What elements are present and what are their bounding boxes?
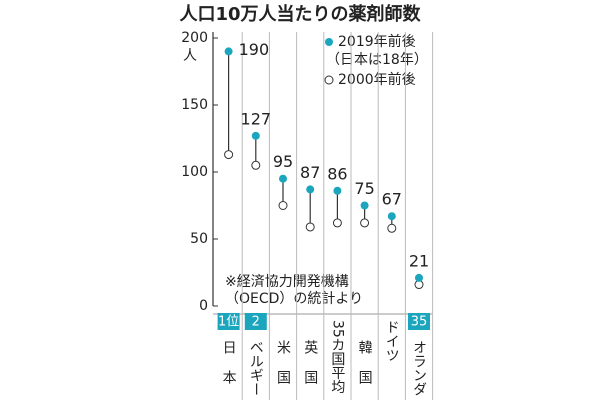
legend-note: （日本は18年） [326,52,428,68]
x-tick-label: 日本 [221,340,237,400]
x-tick-label: 米国 [275,340,291,400]
y-tick-label: 100 [181,164,208,180]
point-2000 [224,150,234,160]
data-label: 190 [239,40,270,59]
point-2000 [360,218,370,228]
y-unit: 人 [183,48,197,64]
y-tick-label: 0 [199,298,208,314]
point-2019 [251,131,260,140]
x-tick-label: ドイツ [384,320,400,362]
legend-label: 2019年前後 [338,33,416,50]
point-2019 [279,174,287,183]
legend-swatch [325,38,333,46]
legend-label: 2000年前後 [338,71,416,88]
data-label: 127 [241,109,272,128]
point-2000 [278,201,288,210]
rank-label: 35 [411,315,428,330]
point-2019 [333,186,342,195]
data-label: 87 [300,163,320,182]
point-2000 [387,223,397,233]
rank-label: 2 [252,315,260,330]
rank-badge [408,313,430,330]
note: ※経済協力開発機構 [225,274,349,290]
point-2000 [332,218,342,228]
point-2019 [360,201,369,210]
data-label: 67 [382,190,402,209]
point-2000 [251,160,261,170]
data-label: 75 [354,179,374,198]
rank-badge [244,313,267,330]
y-tick-label: 200 [181,30,208,46]
point-2000 [305,222,315,232]
point-2019 [224,47,233,56]
x-tick-label: 35カ国平均 [329,320,345,394]
data-label: 86 [327,164,347,183]
rank-label: 1位 [218,315,239,330]
chart-title: 人口10万人当たりの薬剤師数 [179,3,421,25]
x-tick-label: 韓国 [357,340,373,400]
x-tick-label: 英国 [302,339,318,400]
y-tick-label: 50 [190,231,208,247]
rank-badge [217,313,240,330]
data-label: 21 [409,251,429,270]
note: （OECD）の統計より [225,291,363,307]
x-tick-label: ベルギー [248,340,264,396]
point-2019 [306,185,315,194]
point-2019 [387,212,396,221]
legend-swatch [324,75,334,85]
y-tick-label: 150 [181,97,208,113]
point-2019 [415,273,423,282]
x-tick-label: オランダ [411,340,427,396]
data-label: 95 [273,152,293,171]
